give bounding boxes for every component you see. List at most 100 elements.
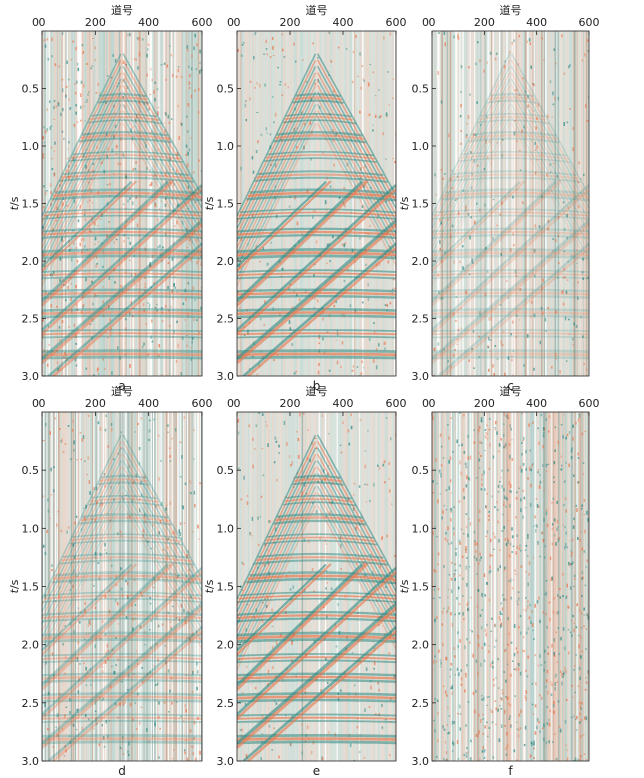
y-tick-label: 3.0 xyxy=(22,755,40,768)
y-tick-label: 0.5 xyxy=(412,464,430,477)
x-axis-title: 道号 xyxy=(500,3,522,17)
seismic-image xyxy=(237,412,396,761)
x-tick-label: 600 xyxy=(192,397,213,410)
y-tick-label: 1.0 xyxy=(217,140,235,153)
y-tick-label: 0.5 xyxy=(412,83,430,96)
y-tick-label: 1.5 xyxy=(22,581,40,594)
y-tick-label: 3.0 xyxy=(22,370,40,383)
y-tick-label: 3.0 xyxy=(217,755,235,768)
x-tick-label: 600 xyxy=(386,397,407,410)
svg-text:t/s: t/s xyxy=(398,579,411,593)
panel-f: 0 200 400 600 道号 0.5 1.0 1.5 2.0 2.5 3.0 0 t/s f xyxy=(398,384,600,778)
x-tick-label: 0 xyxy=(234,397,241,410)
x-axis-title: 道号 xyxy=(500,384,522,398)
x-tick-label: 200 xyxy=(474,397,495,410)
y-tick-label: 3.0 xyxy=(412,370,430,383)
y-tick-label: 2.0 xyxy=(22,639,40,652)
panel-label: e xyxy=(313,764,320,778)
x-tick-label: 400 xyxy=(333,16,354,29)
y-axis-title: t/s xyxy=(8,196,21,210)
svg-text:t/s: t/s xyxy=(398,196,411,210)
x-tick-label: 400 xyxy=(138,397,159,410)
y-axis-title: t/s xyxy=(203,579,216,593)
y-axis-title: t/s xyxy=(398,196,411,210)
x-tick-label: 0 xyxy=(39,16,46,29)
y-tick-label: 2.0 xyxy=(412,255,430,268)
origin-label: 0 xyxy=(422,397,429,410)
x-axis-title: 道号 xyxy=(111,384,133,398)
panel-label: c xyxy=(507,379,514,393)
y-tick-label: 1.0 xyxy=(412,522,430,535)
y-tick-label: 0.5 xyxy=(217,464,235,477)
x-axis-title: 道号 xyxy=(306,3,328,17)
panel-label: a xyxy=(118,379,125,393)
y-tick-label: 1.0 xyxy=(22,522,40,535)
origin-label: 0 xyxy=(227,397,234,410)
y-tick-label: 1.0 xyxy=(22,140,40,153)
panel-label: b xyxy=(313,379,321,393)
svg-text:t/s: t/s xyxy=(203,579,216,593)
y-tick-label: 1.5 xyxy=(412,581,430,594)
y-tick-label: 2.5 xyxy=(217,313,235,326)
x-tick-label: 0 xyxy=(234,16,241,29)
x-tick-label: 400 xyxy=(138,16,159,29)
panel-e: 0 200 400 600 道号 0.5 1.0 1.5 2.0 2.5 3.0 0 t/s e xyxy=(203,384,407,778)
y-axis-title: t/s xyxy=(8,579,21,593)
y-tick-label: 0.5 xyxy=(217,83,235,96)
y-tick-label: 2.5 xyxy=(412,313,430,326)
x-tick-label: 200 xyxy=(85,397,106,410)
x-tick-label: 200 xyxy=(85,16,106,29)
x-tick-label: 400 xyxy=(333,397,354,410)
y-tick-label: 1.0 xyxy=(412,140,430,153)
origin-label: 0 xyxy=(422,16,429,29)
svg-text:t/s: t/s xyxy=(8,196,21,210)
panel-b: 0 200 400 600 道号 0.5 1.0 1.5 2.0 2.5 3.0 0 t/s b xyxy=(203,3,407,393)
y-tick-label: 2.5 xyxy=(412,697,430,710)
seismic-image xyxy=(432,31,589,376)
panel-d: 0 200 400 600 道号 0.5 1.0 1.5 2.0 2.5 3.0 0 t/s d xyxy=(8,384,213,778)
y-tick-label: 0.5 xyxy=(22,464,40,477)
x-tick-label: 600 xyxy=(386,16,407,29)
x-axis-title: 道号 xyxy=(111,3,133,17)
x-tick-label: 400 xyxy=(526,397,547,410)
seismic-image xyxy=(237,31,396,376)
x-tick-label: 0 xyxy=(429,397,436,410)
y-tick-label: 1.5 xyxy=(217,581,235,594)
x-tick-label: 200 xyxy=(474,16,495,29)
svg-text:t/s: t/s xyxy=(203,196,216,210)
origin-label: 0 xyxy=(32,16,39,29)
x-tick-label: 600 xyxy=(192,16,213,29)
panel-label: d xyxy=(118,764,126,778)
panel-label: f xyxy=(508,764,513,778)
origin-label: 0 xyxy=(32,397,39,410)
panel-c: 0 200 400 600 道号 0.5 1.0 1.5 2.0 2.5 3.0 0 t/s c xyxy=(398,3,600,393)
seismic-image xyxy=(42,412,202,761)
seismic-image xyxy=(42,31,202,376)
y-axis-title: t/s xyxy=(398,579,411,593)
seismic-image xyxy=(432,412,589,761)
x-tick-label: 200 xyxy=(280,397,301,410)
y-tick-label: 2.5 xyxy=(217,697,235,710)
y-tick-label: 1.5 xyxy=(22,198,40,211)
y-tick-label: 2.5 xyxy=(22,697,40,710)
y-tick-label: 2.5 xyxy=(22,313,40,326)
x-tick-label: 200 xyxy=(280,16,301,29)
x-tick-label: 400 xyxy=(526,16,547,29)
x-tick-label: 600 xyxy=(579,397,600,410)
y-tick-label: 2.0 xyxy=(22,255,40,268)
panel-a: 0 200 400 600 道号 0.5 1.0 1.5 2.0 2.5 3.0 0 t/s a xyxy=(8,3,213,393)
x-tick-label: 0 xyxy=(429,16,436,29)
y-tick-label: 1.5 xyxy=(412,198,430,211)
x-tick-label: 600 xyxy=(579,16,600,29)
y-tick-label: 2.0 xyxy=(412,639,430,652)
y-tick-label: 0.5 xyxy=(22,83,40,96)
y-tick-label: 3.0 xyxy=(217,370,235,383)
y-tick-label: 2.0 xyxy=(217,255,235,268)
y-tick-label: 3.0 xyxy=(412,755,430,768)
origin-label: 0 xyxy=(227,16,234,29)
x-tick-label: 0 xyxy=(39,397,46,410)
y-tick-label: 2.0 xyxy=(217,639,235,652)
x-axis-title: 道号 xyxy=(306,384,328,398)
y-tick-label: 1.5 xyxy=(217,198,235,211)
